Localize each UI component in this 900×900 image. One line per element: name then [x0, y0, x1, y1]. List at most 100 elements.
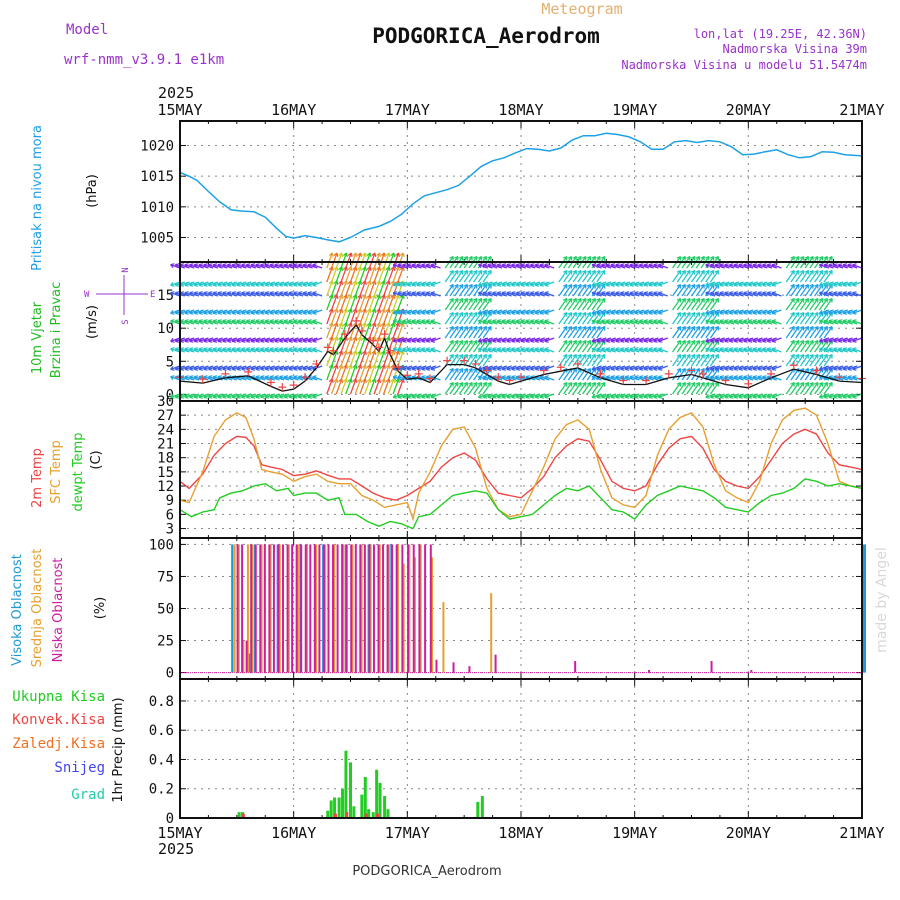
- cloud-bar: [351, 544, 354, 673]
- wind-arrow: [606, 347, 616, 353]
- wind-arrow: [762, 375, 773, 381]
- wind-arrow: [823, 354, 833, 367]
- wind-arrow: [426, 281, 436, 287]
- wind-arrow: [615, 281, 626, 287]
- wind-arrow: [392, 291, 403, 297]
- wind-arrow: [733, 281, 744, 287]
- wind-arrow: [516, 291, 526, 297]
- cloud-bar: [359, 544, 362, 673]
- time-tick-top: 18MAY: [498, 101, 543, 119]
- wind-arrow: [601, 393, 612, 399]
- wind-arrow: [231, 309, 242, 315]
- wind-arrow: [709, 382, 720, 395]
- wind-arrow: [819, 309, 830, 315]
- wind-arrow: [506, 347, 517, 353]
- wind-arrow: [852, 263, 863, 269]
- wind-arrow: [241, 365, 252, 371]
- cloud-bar: [332, 544, 335, 673]
- wind-arrow: [591, 309, 602, 315]
- wind-arrow: [814, 368, 824, 381]
- wind-arrow: [591, 319, 602, 325]
- wind-arrow: [672, 298, 682, 311]
- wind-arrow: [335, 266, 343, 283]
- wind-arrow: [790, 354, 800, 367]
- wind-arrow: [591, 347, 602, 353]
- wind-arrow: [738, 281, 749, 287]
- wind-arrow: [700, 382, 710, 395]
- cloud-bar: [246, 544, 249, 673]
- wind-arrow: [838, 263, 849, 269]
- wind-arrow: [397, 322, 404, 339]
- wind-arrow: [516, 309, 526, 315]
- wind-arrow: [198, 263, 209, 269]
- wind-arrow: [430, 375, 441, 381]
- wind-arrow: [463, 298, 473, 311]
- wind-arrow: [757, 347, 768, 353]
- wind-arrow: [430, 365, 441, 371]
- cloud-bar: [342, 544, 345, 673]
- wind-arrow: [373, 280, 381, 297]
- wind-arrow: [231, 319, 242, 325]
- compass-e: E: [150, 290, 155, 300]
- wind-arrow: [672, 340, 682, 353]
- wind-arrow: [454, 382, 464, 395]
- wind-arrow: [231, 263, 242, 269]
- wind-arrow: [368, 252, 376, 269]
- wind-arrow: [615, 393, 626, 399]
- wind-arrow: [487, 263, 498, 269]
- wind-arrow: [577, 298, 587, 311]
- wind-arrow: [620, 291, 631, 297]
- wind-arrow: [392, 378, 400, 395]
- wind-arrow: [558, 270, 568, 283]
- wind-arrow: [274, 393, 285, 399]
- gust-marker: [266, 378, 275, 387]
- wind-arrow: [326, 294, 333, 311]
- wind-arrow: [288, 281, 299, 287]
- wind-arrow: [610, 375, 621, 381]
- wind-arrow: [809, 270, 819, 283]
- wind-arrow: [482, 347, 493, 353]
- wind-arrow: [625, 309, 635, 315]
- wind-arrow: [572, 368, 582, 381]
- wind-arrow: [284, 263, 294, 269]
- wind-arrow: [364, 364, 371, 381]
- wind-arrow: [231, 365, 242, 371]
- wind-arrow: [203, 281, 214, 287]
- wind-arrow: [591, 298, 601, 311]
- wind-arrow: [265, 375, 275, 381]
- wind-arrow: [695, 382, 705, 395]
- wind-arrow: [767, 309, 777, 315]
- y-tick-label: 6: [166, 507, 174, 523]
- cloud-bar: [378, 544, 381, 673]
- gust-marker: [221, 369, 230, 378]
- gust-marker: [596, 369, 605, 378]
- wind-arrow: [402, 291, 413, 297]
- model-name: wrf-nmm_v3.9.1 e1km: [64, 52, 224, 68]
- wind-arrow: [260, 309, 271, 315]
- wind-arrow: [676, 326, 686, 339]
- wind-arrow: [454, 270, 464, 283]
- wind-arrow: [634, 319, 645, 325]
- time-tick-bottom: 20MAY: [726, 824, 771, 842]
- gust-marker: [414, 369, 423, 378]
- wind-arrow: [767, 375, 777, 381]
- wind-arrow: [620, 319, 631, 325]
- wind-arrow: [203, 291, 214, 297]
- cloud-bar: [304, 544, 307, 673]
- wind-arrow: [710, 375, 721, 381]
- wind-arrow: [378, 280, 385, 297]
- wind-arrow: [610, 281, 621, 287]
- wind-arrow: [387, 364, 395, 381]
- wind-arrow: [539, 393, 550, 399]
- wind-arrow: [591, 354, 601, 367]
- cloud-bar: [407, 544, 410, 673]
- wind-arrow: [392, 337, 403, 343]
- wind-arrow: [246, 291, 257, 297]
- wind-arrow: [298, 347, 309, 353]
- wind-arrow: [383, 294, 390, 311]
- wind-arrow: [804, 326, 814, 339]
- wind-arrow: [520, 347, 531, 353]
- y-tick-label: 10: [157, 321, 174, 337]
- wind-arrow: [421, 337, 432, 343]
